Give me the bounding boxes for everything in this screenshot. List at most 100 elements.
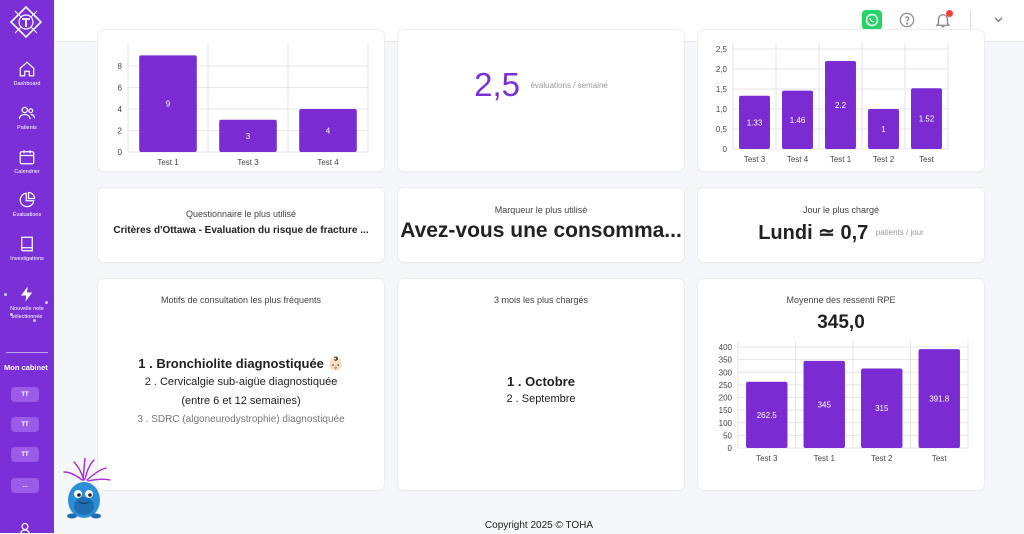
x-tick-label: Test bbox=[932, 454, 947, 463]
y-tick-label: 50 bbox=[723, 431, 732, 440]
x-tick-label: Test 1 bbox=[814, 454, 836, 463]
decor-dot bbox=[33, 319, 36, 322]
sidebar-item-evaluations[interactable]: Évaluations bbox=[0, 191, 54, 218]
bar-value-label: 262.5 bbox=[757, 411, 778, 420]
x-tick-label: Test 4 bbox=[787, 155, 809, 164]
sidebar: Dashboard Patients Calendrier Évaluation… bbox=[0, 0, 54, 534]
y-tick-label: 150 bbox=[719, 406, 733, 415]
y-tick-label: 300 bbox=[719, 368, 733, 377]
cabinet-button[interactable]: ... bbox=[11, 478, 39, 493]
bar-value-label: 2.2 bbox=[835, 101, 847, 110]
user-icon[interactable] bbox=[19, 522, 31, 534]
y-tick-label: 8 bbox=[118, 62, 123, 71]
x-tick-label: Test 3 bbox=[756, 454, 778, 463]
x-tick-label: Test bbox=[919, 155, 934, 164]
x-tick-label: Test 2 bbox=[871, 454, 893, 463]
y-tick-label: 2,5 bbox=[716, 45, 728, 54]
x-tick-label: Test 1 bbox=[830, 155, 852, 164]
topbar-divider bbox=[970, 11, 971, 29]
bar bbox=[803, 360, 845, 448]
bar-value-label: 1.52 bbox=[919, 115, 935, 124]
questionnaire-value: Critères d'Ottawa - Evaluation du risque… bbox=[113, 225, 369, 236]
lightning-icon bbox=[21, 286, 33, 302]
months-card: 3 mois les plus chargés 1 . Octobre 2 . … bbox=[398, 279, 684, 490]
questionnaire-title: Questionnaire le plus utilisé bbox=[185, 209, 297, 219]
cabinet-button[interactable]: TT bbox=[11, 387, 39, 402]
motif-item-2-detail: (entre 6 et 12 semaines) bbox=[181, 395, 301, 407]
bar-value-label: 1.33 bbox=[747, 118, 763, 127]
y-tick-label: 100 bbox=[719, 419, 733, 428]
sidebar-item-sublabel: sélectionnée bbox=[11, 314, 43, 320]
y-tick-label: 200 bbox=[719, 394, 733, 403]
toha-logo[interactable] bbox=[9, 5, 43, 39]
y-tick-label: 250 bbox=[719, 381, 733, 390]
bar-value-label: 1.46 bbox=[790, 116, 806, 125]
rpe-card: Moyenne des ressenti RPE 345,0 0 50 100 150… bbox=[698, 279, 984, 490]
questionnaire-card: Questionnaire le plus utilisé Critères d… bbox=[98, 188, 384, 262]
home-icon bbox=[19, 61, 35, 77]
y-tick-label: 2,0 bbox=[716, 65, 728, 74]
month-item-1: 1 . Octobre bbox=[507, 374, 575, 389]
bar-value-label: 3 bbox=[246, 132, 251, 141]
x-tick-label: Test 2 bbox=[873, 155, 895, 164]
y-tick-label: 1,5 bbox=[716, 85, 728, 94]
sidebar-item-patients[interactable]: Patients bbox=[0, 104, 54, 131]
bar bbox=[299, 109, 357, 152]
bar bbox=[861, 368, 903, 448]
sidebar-item-label: Patients bbox=[17, 125, 37, 131]
motifs-title: Motifs de consultation les plus fréquent… bbox=[160, 295, 322, 305]
bar bbox=[911, 88, 942, 149]
sidebar-item-dashboard[interactable]: Dashboard bbox=[0, 60, 54, 87]
chevron-down-icon[interactable] bbox=[994, 15, 1003, 24]
mascot-illustration bbox=[63, 458, 111, 519]
busiest-day-value: Lundi ≃ 0,7 bbox=[758, 222, 869, 244]
bar bbox=[868, 109, 899, 149]
bar-chart-scores: 0 0,5 1,0 1,5 2,0 2,5 1.33 Test 3 1.46 Test 4 2.2 T… bbox=[716, 43, 949, 164]
cabinet-title: Mon cabinet bbox=[4, 363, 48, 372]
eval-rate-value: 2,5 bbox=[474, 66, 521, 103]
cabinet-button[interactable]: TT bbox=[11, 417, 39, 432]
month-item-2: 2 . Septembre bbox=[506, 393, 576, 405]
motif-item-1: 1 . Bronchiolite diagnostiquée 👶🏻 bbox=[138, 356, 344, 371]
sidebar-item-label: Évaluations bbox=[12, 212, 42, 218]
rpe-title: Moyenne des ressenti RPE bbox=[786, 295, 896, 305]
busiest-day-card: Jour le plus chargé Lundi ≃ 0,7 patients… bbox=[698, 188, 984, 262]
sidebar-item-calendrier[interactable]: Calendrier bbox=[0, 148, 54, 175]
rpe-value: 345,0 bbox=[817, 312, 865, 333]
y-tick-label: 4 bbox=[118, 105, 123, 114]
bar bbox=[825, 61, 856, 149]
y-tick-label: 400 bbox=[719, 343, 733, 352]
pie-chart-icon bbox=[19, 191, 36, 208]
x-tick-label: Test 1 bbox=[157, 158, 179, 167]
y-tick-label: 0 bbox=[118, 148, 123, 157]
help-icon[interactable] bbox=[899, 12, 915, 28]
whatsapp-icon[interactable] bbox=[862, 10, 882, 30]
y-tick-label: 0 bbox=[728, 444, 733, 453]
sidebar-item-investigations[interactable]: Investigations bbox=[0, 235, 54, 262]
motif-item-2: 2 . Cervicalgie sub-aigüe diagnostiquée bbox=[144, 376, 338, 388]
bar-chart-usage: 0 2 4 6 8 9 Test 1 3 Test 3 4 Test 4 bbox=[118, 44, 369, 167]
bar-value-label: 315 bbox=[875, 404, 889, 413]
x-tick-label: Test 4 bbox=[317, 158, 339, 167]
bar-value-label: 1 bbox=[881, 125, 886, 134]
chart-card-usage: 0 2 4 6 8 9 Test 1 3 Test 3 4 Test 4 bbox=[98, 30, 384, 171]
sidebar-item-label: Nouvelle note bbox=[10, 306, 44, 312]
sidebar-item-label: Calendrier bbox=[14, 169, 40, 175]
sidebar-item-nouvelle-note[interactable]: Nouvelle note sélectionnée bbox=[0, 285, 54, 320]
bar bbox=[782, 90, 813, 149]
sidebar-item-label: Dashboard bbox=[13, 81, 41, 87]
cabinet-button[interactable]: TT bbox=[11, 447, 39, 462]
calendar-icon bbox=[19, 150, 35, 165]
y-tick-label: 350 bbox=[719, 356, 733, 365]
bell-icon[interactable] bbox=[934, 11, 952, 29]
y-tick-label: 0,5 bbox=[716, 125, 728, 134]
bar bbox=[139, 55, 197, 152]
bar-value-label: 9 bbox=[166, 100, 171, 109]
footer: Copyright 2025 © TOHA bbox=[484, 520, 594, 531]
book-icon bbox=[21, 236, 33, 252]
marker-value: Avez-vous une consomma... bbox=[400, 219, 682, 242]
decor-dot bbox=[10, 313, 13, 316]
y-tick-label: 6 bbox=[118, 84, 123, 93]
bar-value-label: 345 bbox=[818, 400, 832, 409]
busiest-day-title: Jour le plus chargé bbox=[802, 205, 880, 215]
